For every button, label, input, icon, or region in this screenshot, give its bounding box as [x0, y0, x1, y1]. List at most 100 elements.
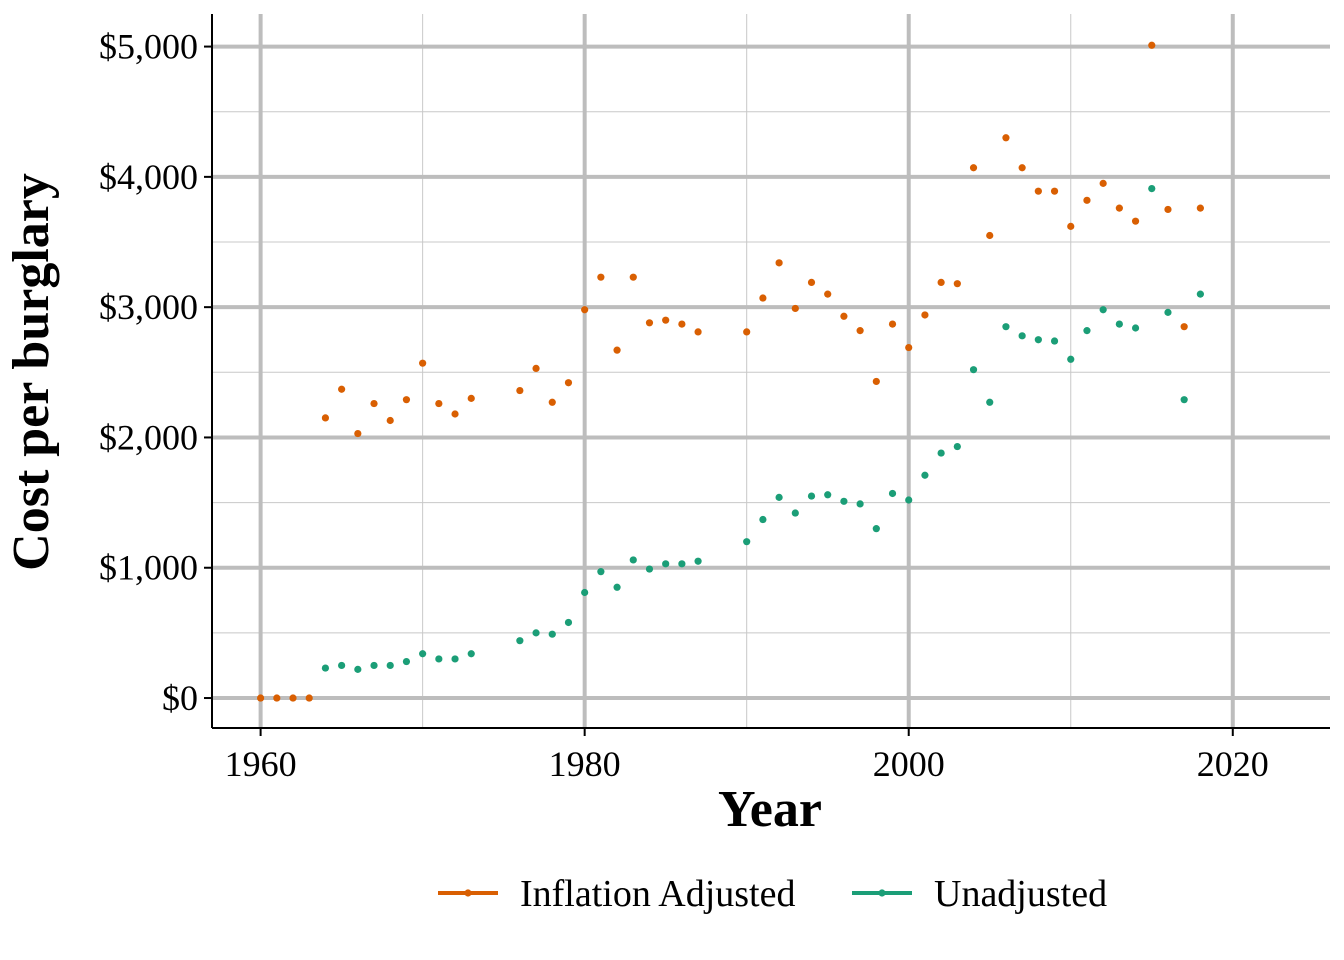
data-point [888, 320, 897, 328]
data-point [1131, 217, 1140, 225]
series-inflation-adjusted [257, 41, 1204, 702]
data-point [321, 414, 330, 422]
legend-marker [878, 889, 886, 897]
series-unadjusted [321, 184, 1204, 673]
y-axis-title: Cost per burglary [3, 173, 60, 571]
data-point [969, 366, 978, 374]
data-point [1196, 290, 1204, 298]
data-points [257, 41, 1204, 702]
data-point [1034, 336, 1042, 344]
data-point [1034, 187, 1042, 195]
data-point [386, 416, 394, 425]
data-point [694, 328, 702, 336]
data-point [564, 618, 573, 627]
data-point [953, 442, 961, 451]
data-point [338, 661, 346, 670]
data-point [370, 399, 378, 408]
data-point [289, 694, 297, 702]
data-point [613, 583, 621, 591]
y-tick-label: $1,000 [99, 548, 198, 588]
data-point [548, 630, 556, 638]
data-point [516, 386, 524, 395]
data-point [1002, 134, 1010, 142]
data-point [1180, 323, 1188, 331]
data-point [597, 273, 605, 281]
data-point [678, 320, 686, 328]
data-point [969, 164, 978, 172]
data-point [1099, 306, 1107, 314]
data-point [1164, 205, 1172, 214]
data-point [856, 500, 864, 508]
data-point [1180, 396, 1188, 404]
data-point [257, 694, 265, 702]
data-point [564, 379, 573, 387]
data-point [354, 429, 362, 438]
y-tick-labels: $0 $1,000 $2,000 $3,000 $4,000 $5,000 [99, 27, 198, 718]
data-point [743, 538, 751, 546]
data-point [1196, 204, 1204, 212]
data-point [1067, 222, 1075, 230]
data-point [354, 665, 362, 673]
data-point [1083, 196, 1091, 204]
data-point [1164, 308, 1172, 316]
data-point [532, 629, 540, 637]
data-point [807, 278, 816, 287]
data-point [321, 664, 330, 672]
data-point [451, 655, 459, 663]
data-point [338, 385, 346, 393]
data-point [451, 410, 459, 418]
data-point [645, 319, 654, 327]
data-point [1115, 320, 1123, 328]
data-point [986, 398, 994, 406]
legend-key-inflation-adjusted: Inflation Adjusted [438, 873, 795, 915]
data-point [1148, 184, 1156, 193]
data-point [1067, 355, 1075, 363]
data-point [1050, 337, 1059, 345]
data-point [888, 489, 897, 498]
data-point [1099, 179, 1107, 187]
minor-gridlines [212, 14, 1330, 728]
y-tick-label: $0 [162, 678, 198, 718]
data-point [516, 637, 524, 645]
data-point [370, 661, 378, 670]
legend-marker [464, 889, 472, 897]
data-point [743, 328, 751, 336]
x-tick-label: 1980 [549, 744, 621, 784]
data-point [856, 327, 864, 335]
data-point [1115, 204, 1123, 212]
data-point [759, 294, 767, 302]
data-point [402, 396, 411, 404]
data-point [905, 343, 913, 352]
data-point [548, 398, 556, 406]
y-tick-label: $5,000 [99, 27, 198, 67]
data-point [840, 497, 848, 505]
data-point [581, 306, 589, 314]
data-point [1148, 41, 1156, 49]
data-point [581, 588, 589, 597]
y-tick-label: $4,000 [99, 157, 198, 197]
y-tick-label: $3,000 [99, 287, 198, 327]
data-point [775, 259, 783, 267]
data-point [597, 568, 605, 576]
data-point [662, 316, 670, 324]
data-point [791, 509, 799, 517]
data-point [694, 557, 702, 565]
data-point [1018, 332, 1026, 340]
data-point [1050, 187, 1059, 195]
data-point [419, 359, 427, 367]
data-point [629, 273, 637, 281]
data-point [1083, 327, 1091, 335]
legend: Inflation Adjusted Unadjusted [438, 873, 1107, 915]
data-point [937, 449, 945, 457]
data-point [824, 290, 832, 298]
data-point [872, 377, 880, 386]
y-tick-label: $2,000 [99, 417, 198, 457]
data-point [953, 280, 961, 288]
major-gridlines [212, 14, 1330, 728]
data-point [775, 493, 783, 501]
data-point [840, 312, 848, 320]
data-point [467, 650, 475, 658]
data-point [629, 556, 637, 564]
legend-label: Inflation Adjusted [520, 873, 795, 915]
x-tick-label: 2000 [873, 744, 945, 784]
